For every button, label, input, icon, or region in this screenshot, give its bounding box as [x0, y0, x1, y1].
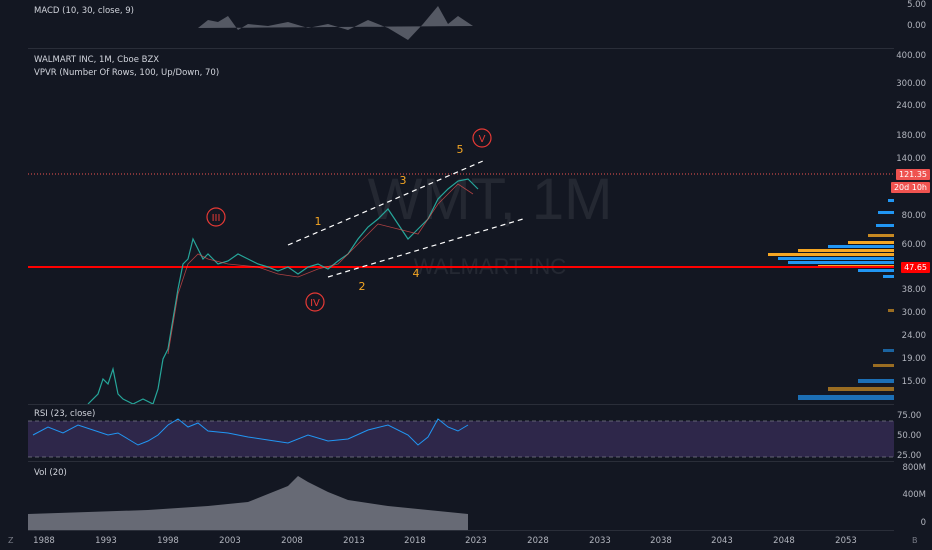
time-tick: 1988	[33, 536, 55, 546]
rsi-tick: 25.00	[897, 451, 922, 461]
volume-pane[interactable]: Vol (20)	[28, 462, 894, 531]
price-tick: 400.00	[896, 51, 926, 61]
corner-right-icon[interactable]: B	[912, 536, 918, 545]
volume-label[interactable]: Vol (20)	[34, 468, 67, 478]
price-tick: 24.00	[901, 331, 926, 341]
time-tick: 2048	[773, 536, 795, 546]
price-tick: 300.00	[896, 79, 926, 89]
vpvr-profile	[768, 199, 894, 400]
time-tick: 2023	[465, 536, 487, 546]
rsi-tick: 75.00	[897, 411, 922, 421]
time-tick: 2038	[650, 536, 672, 546]
watermark-ticker: WMT, 1M	[368, 167, 613, 232]
volume-axis[interactable]: 800M 400M 0	[894, 462, 932, 530]
price-axis[interactable]: 400.00 300.00 240.00 180.00 140.00 80.00…	[890, 49, 932, 404]
wave-label-5: 5	[457, 143, 464, 156]
time-tick: 2043	[711, 536, 733, 546]
price-tick: 240.00	[896, 101, 926, 111]
price-chart-canvas: WMT, 1M WALMART INC	[28, 128, 894, 404]
level-tag: 47.65	[901, 262, 930, 273]
macd-histogram	[198, 6, 473, 40]
rsi-pane[interactable]: RSI (23, close)	[28, 405, 894, 462]
time-axis[interactable]: Z B	[0, 530, 932, 550]
time-tick: 2053	[835, 536, 857, 546]
channel-lower	[327, 218, 524, 278]
macd-tick: 5.00	[907, 0, 926, 10]
time-tick: 2013	[343, 536, 365, 546]
volume-canvas	[28, 476, 468, 530]
time-tick: 2008	[281, 536, 303, 546]
price-tick: 30.00	[901, 308, 926, 318]
symbol-title[interactable]: WALMART INC, 1M, Cboe BZX	[34, 55, 160, 65]
wave-label-2: 2	[359, 280, 366, 293]
time-tick: 2028	[527, 536, 549, 546]
price-tick: 15.00	[901, 377, 926, 387]
rsi-tick: 50.00	[897, 431, 922, 441]
price-tick: 80.00	[901, 211, 926, 221]
macd-axis[interactable]: 5.00 0.00	[894, 0, 932, 48]
volume-tick: 400M	[902, 490, 926, 500]
wave-label-4: 4	[413, 267, 420, 280]
macd-tick: 0.00	[907, 21, 926, 31]
price-tick: 180.00	[896, 131, 926, 141]
time-tick: 2018	[404, 536, 426, 546]
rsi-canvas	[28, 418, 894, 458]
corner-left-icon[interactable]: Z	[8, 536, 14, 545]
time-tick: 2003	[219, 536, 241, 546]
volume-tick: 800M	[902, 463, 926, 473]
time-tick: 1998	[157, 536, 179, 546]
countdown-tag: 20d 10h	[890, 182, 930, 193]
time-tick: 2033	[589, 536, 611, 546]
volume-tick: 0	[920, 518, 926, 528]
vpvr-label[interactable]: VPVR (Number Of Rows, 100, Up/Down, 70)	[34, 68, 220, 78]
macd-pane[interactable]: MACD (10, 30, close, 9)	[28, 0, 894, 49]
rsi-line	[32, 418, 469, 446]
wave-label-1: 1	[315, 215, 322, 228]
price-pane[interactable]: WMT, 1M WALMART INC	[28, 49, 894, 405]
macd-label[interactable]: MACD (10, 30, close, 9)	[34, 6, 134, 16]
wave-label-III: III	[212, 213, 221, 224]
price-tick: 140.00	[896, 154, 926, 164]
price-tick: 38.00	[901, 285, 926, 295]
wave-label-IV: IV	[310, 298, 320, 309]
wave-label-V: V	[479, 134, 486, 145]
wave-label-3: 3	[400, 174, 407, 187]
rsi-axis[interactable]: 75.00 50.00 25.00	[894, 405, 932, 461]
price-series	[87, 178, 479, 404]
rsi-label[interactable]: RSI (23, close)	[34, 409, 96, 419]
last-price-tag: 121.35	[896, 169, 930, 180]
price-tick: 19.00	[901, 354, 926, 364]
price-tick: 60.00	[901, 240, 926, 250]
time-tick: 1993	[95, 536, 117, 546]
